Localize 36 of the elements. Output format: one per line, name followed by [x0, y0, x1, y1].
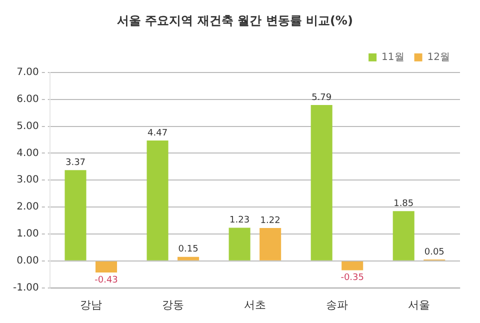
- bar: [260, 228, 282, 260]
- bar: [392, 211, 414, 260]
- y-tick-label: 3.00: [16, 174, 39, 186]
- bar: [178, 256, 200, 260]
- y-tick-label: 4.00: [16, 148, 39, 159]
- data-label: 4.47: [148, 128, 168, 138]
- data-label: -0.43: [94, 275, 118, 286]
- y-tick-label: 0.00: [16, 255, 39, 266]
- y-tick-label: 2.00: [16, 202, 39, 213]
- bar: [228, 228, 250, 260]
- bar: [96, 261, 118, 272]
- legend-label: 12월: [427, 52, 450, 63]
- y-tick-label: 5.00: [16, 120, 39, 132]
- chart-title: 서울 주요지역 재건축 월간 변동률 비교(%): [117, 13, 353, 28]
- legend-label: 11월: [382, 52, 404, 63]
- data-label: -0.35: [340, 273, 364, 284]
- y-tick-label: -1.00: [13, 282, 39, 294]
- y-tick-label: 6.00: [16, 94, 39, 105]
- x-tick-label: 서울: [408, 298, 430, 312]
- data-label: 3.37: [65, 158, 86, 168]
- x-tick-label: 강동: [162, 298, 184, 312]
- data-label: 5.79: [312, 92, 332, 103]
- bar: [342, 261, 364, 270]
- x-tick-label: 송파: [326, 298, 348, 312]
- y-tick-label: 1.00: [16, 228, 39, 240]
- y-tick-label: 7.00: [16, 66, 39, 78]
- x-tick-label: 서초: [244, 298, 266, 312]
- x-tick-label: 강남: [80, 298, 102, 312]
- data-label: 1.85: [394, 198, 414, 209]
- bar: [310, 104, 332, 260]
- data-label: 0.05: [424, 247, 444, 258]
- data-label: 1.22: [260, 216, 280, 226]
- data-label: 1.23: [230, 216, 250, 226]
- data-label: 0.15: [178, 244, 198, 255]
- bar: [64, 170, 86, 260]
- bar: [146, 140, 168, 260]
